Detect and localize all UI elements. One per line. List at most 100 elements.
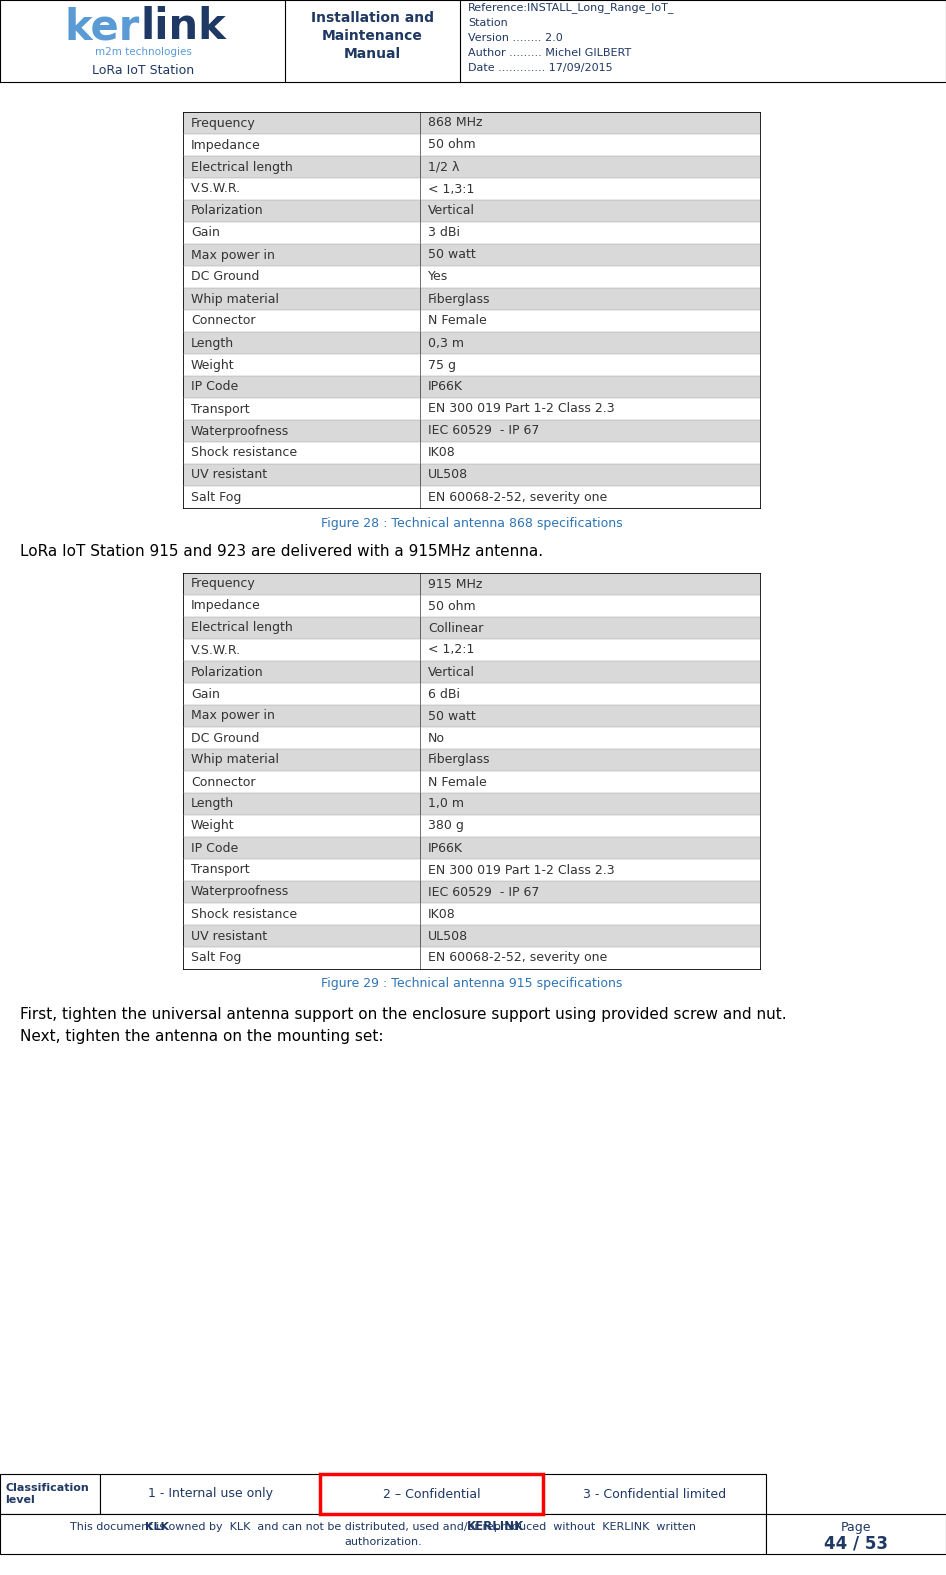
Text: Length: Length (191, 797, 234, 811)
Text: Salt Fog: Salt Fog (191, 490, 241, 504)
Text: UL508: UL508 (428, 929, 468, 942)
Text: This document is owned by  KLK  and can not be distributed, used and/or reproduc: This document is owned by KLK and can no… (70, 1521, 696, 1532)
Text: Date ............. 17/09/2015: Date ............. 17/09/2015 (468, 63, 613, 72)
Text: Next, tighten the antenna on the mounting set:: Next, tighten the antenna on the mountin… (20, 1028, 383, 1044)
Bar (183, 332, 760, 354)
Text: 915 MHz: 915 MHz (428, 578, 482, 591)
Bar (183, 772, 760, 792)
Text: Gain: Gain (191, 688, 219, 701)
Text: Vertical: Vertical (428, 205, 475, 217)
Text: UV resistant: UV resistant (191, 468, 267, 482)
Text: Max power in: Max power in (191, 709, 275, 723)
Text: Collinear: Collinear (428, 622, 483, 635)
Text: IP66K: IP66K (428, 841, 463, 855)
Text: 50 ohm: 50 ohm (428, 600, 476, 613)
Bar (0, 1474, 100, 1514)
Text: Electrical length: Electrical length (191, 161, 292, 173)
Text: Whip material: Whip material (191, 293, 279, 306)
Text: KLK: KLK (145, 1521, 169, 1532)
Text: Vertical: Vertical (428, 666, 475, 679)
Text: Electrical length: Electrical length (191, 622, 292, 635)
Bar (100, 1474, 320, 1514)
Text: Length: Length (191, 337, 234, 350)
Text: 380 g: 380 g (428, 819, 464, 833)
Text: IEC 60529  - IP 67: IEC 60529 - IP 67 (428, 425, 539, 438)
Bar (183, 617, 760, 639)
Text: < 1,3:1: < 1,3:1 (428, 183, 474, 195)
Text: N Female: N Female (428, 315, 487, 328)
Text: IP Code: IP Code (191, 381, 238, 394)
Text: Gain: Gain (191, 227, 219, 239)
Text: Connector: Connector (191, 315, 255, 328)
Text: Manual: Manual (343, 47, 400, 61)
Text: Polarization: Polarization (191, 205, 264, 217)
Bar (183, 156, 760, 178)
Text: Classification
level: Classification level (5, 1484, 89, 1504)
Bar (183, 487, 760, 509)
Bar (320, 1474, 543, 1514)
Text: 6 dBi: 6 dBi (428, 688, 460, 701)
Text: Figure 29 : Technical antenna 915 specifications: Figure 29 : Technical antenna 915 specif… (321, 978, 622, 991)
Text: Station: Station (468, 17, 508, 28)
Bar (183, 288, 760, 310)
Text: EN 300 019 Part 1-2 Class 2.3: EN 300 019 Part 1-2 Class 2.3 (428, 863, 615, 877)
Text: Weight: Weight (191, 359, 235, 372)
Bar (183, 814, 760, 836)
Bar (183, 178, 760, 200)
Text: Shock resistance: Shock resistance (191, 446, 297, 460)
Text: DC Ground: DC Ground (191, 271, 259, 284)
Bar (0, 1514, 766, 1555)
Text: V.S.W.R.: V.S.W.R. (191, 644, 241, 657)
Text: 0,3 m: 0,3 m (428, 337, 464, 350)
Text: Fiberglass: Fiberglass (428, 293, 490, 306)
Bar (183, 902, 760, 925)
Bar (183, 706, 760, 728)
Text: 2 – Confidential: 2 – Confidential (383, 1487, 481, 1501)
Text: Polarization: Polarization (191, 666, 264, 679)
Text: Salt Fog: Salt Fog (191, 951, 241, 964)
Text: Reference:INSTALL_Long_Range_IoT_: Reference:INSTALL_Long_Range_IoT_ (468, 3, 674, 14)
Text: Shock resistance: Shock resistance (191, 907, 297, 920)
Text: 1 - Internal use only: 1 - Internal use only (148, 1487, 272, 1501)
Text: ker: ker (64, 6, 140, 47)
Text: UL508: UL508 (428, 468, 468, 482)
Bar (183, 354, 760, 376)
Text: Impedance: Impedance (191, 600, 261, 613)
Text: KERLINK: KERLINK (466, 1520, 524, 1534)
Bar (183, 310, 760, 332)
Bar (183, 266, 760, 288)
Text: 3 - Confidential limited: 3 - Confidential limited (583, 1487, 727, 1501)
Bar (183, 858, 760, 880)
Text: 44 / 53: 44 / 53 (824, 1534, 888, 1551)
Bar (183, 639, 760, 662)
Text: Fiberglass: Fiberglass (428, 753, 490, 767)
Text: UV resistant: UV resistant (191, 929, 267, 942)
Text: authorization.: authorization. (344, 1537, 422, 1547)
Bar (183, 925, 760, 947)
Bar (183, 134, 760, 156)
Text: Waterproofness: Waterproofness (191, 885, 289, 898)
Text: 50 ohm: 50 ohm (428, 139, 476, 151)
Bar (183, 465, 760, 487)
Text: Version ........ 2.0: Version ........ 2.0 (468, 33, 563, 43)
Text: LoRa IoT Station: LoRa IoT Station (92, 63, 194, 77)
Text: 1,0 m: 1,0 m (428, 797, 464, 811)
Text: Maintenance: Maintenance (322, 28, 423, 43)
Text: < 1,2:1: < 1,2:1 (428, 644, 474, 657)
Text: V.S.W.R.: V.S.W.R. (191, 183, 241, 195)
Text: Waterproofness: Waterproofness (191, 425, 289, 438)
Text: 868 MHz: 868 MHz (428, 117, 482, 129)
Bar (183, 376, 760, 398)
Text: First, tighten the universal antenna support on the enclosure support using prov: First, tighten the universal antenna sup… (20, 1006, 787, 1022)
Text: EN 300 019 Part 1-2 Class 2.3: EN 300 019 Part 1-2 Class 2.3 (428, 403, 615, 416)
Text: IK08: IK08 (428, 907, 456, 920)
Bar (183, 684, 760, 706)
Text: Frequency: Frequency (191, 117, 255, 129)
Text: Installation and: Installation and (310, 11, 433, 25)
Text: Frequency: Frequency (191, 578, 255, 591)
Text: Figure 28 : Technical antenna 868 specifications: Figure 28 : Technical antenna 868 specif… (321, 517, 622, 529)
Text: Weight: Weight (191, 819, 235, 833)
Bar (183, 443, 760, 465)
Bar (183, 880, 760, 902)
Text: IP66K: IP66K (428, 381, 463, 394)
